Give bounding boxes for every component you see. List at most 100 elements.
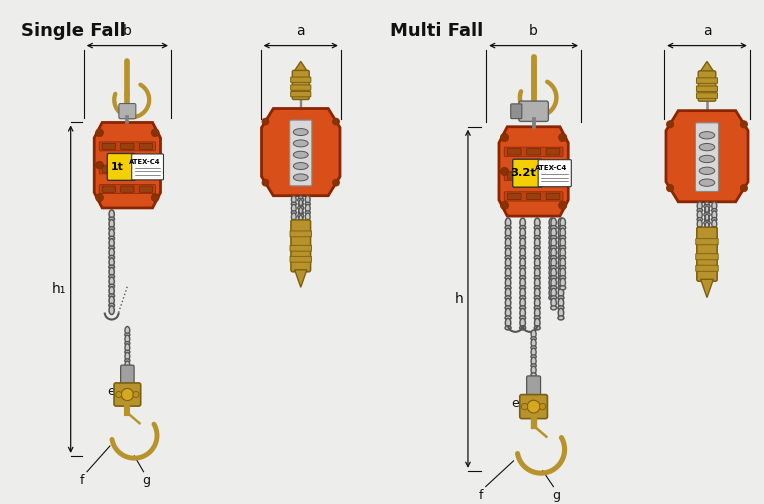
Ellipse shape <box>520 238 526 247</box>
Ellipse shape <box>520 266 526 270</box>
FancyBboxPatch shape <box>131 154 163 180</box>
Ellipse shape <box>298 211 303 214</box>
Ellipse shape <box>560 248 565 257</box>
Ellipse shape <box>698 202 702 210</box>
Ellipse shape <box>291 219 296 223</box>
FancyBboxPatch shape <box>291 220 311 272</box>
Ellipse shape <box>551 256 557 260</box>
Ellipse shape <box>520 296 526 300</box>
Ellipse shape <box>306 213 310 221</box>
Ellipse shape <box>705 222 709 229</box>
Ellipse shape <box>520 298 526 307</box>
Circle shape <box>96 161 103 169</box>
Ellipse shape <box>549 226 555 230</box>
FancyBboxPatch shape <box>697 227 717 281</box>
Ellipse shape <box>699 132 715 139</box>
Ellipse shape <box>535 228 540 237</box>
Ellipse shape <box>305 211 310 214</box>
Ellipse shape <box>293 174 308 181</box>
Ellipse shape <box>291 228 296 232</box>
Ellipse shape <box>505 288 511 297</box>
Ellipse shape <box>549 256 555 260</box>
Ellipse shape <box>505 245 511 250</box>
Ellipse shape <box>125 327 130 334</box>
FancyBboxPatch shape <box>696 265 718 271</box>
Ellipse shape <box>551 296 557 300</box>
Ellipse shape <box>520 228 526 237</box>
Ellipse shape <box>549 286 555 290</box>
Ellipse shape <box>109 296 115 305</box>
Ellipse shape <box>560 256 565 260</box>
Circle shape <box>500 167 509 175</box>
Ellipse shape <box>558 258 564 267</box>
Text: ATEX-C4: ATEX-C4 <box>129 159 160 165</box>
Ellipse shape <box>558 238 564 247</box>
Ellipse shape <box>520 256 526 260</box>
Ellipse shape <box>293 163 308 169</box>
Ellipse shape <box>558 276 564 280</box>
Text: h₁: h₁ <box>51 282 66 296</box>
Ellipse shape <box>704 227 710 230</box>
Ellipse shape <box>711 227 717 230</box>
Ellipse shape <box>505 326 511 330</box>
Ellipse shape <box>560 226 565 230</box>
Ellipse shape <box>109 287 115 295</box>
Ellipse shape <box>551 245 557 250</box>
Ellipse shape <box>305 237 310 240</box>
Ellipse shape <box>531 373 536 376</box>
Ellipse shape <box>697 227 702 230</box>
Ellipse shape <box>534 256 540 260</box>
Circle shape <box>740 184 747 192</box>
Ellipse shape <box>535 278 540 287</box>
Text: b: b <box>123 24 132 38</box>
Ellipse shape <box>558 296 564 300</box>
Ellipse shape <box>109 239 115 247</box>
Circle shape <box>332 179 339 186</box>
Circle shape <box>500 201 509 210</box>
Text: Single Fall: Single Fall <box>21 22 126 40</box>
Polygon shape <box>94 122 160 208</box>
Ellipse shape <box>558 278 564 287</box>
Ellipse shape <box>108 227 115 231</box>
Ellipse shape <box>534 235 540 240</box>
Ellipse shape <box>712 211 717 219</box>
Ellipse shape <box>549 245 555 250</box>
Circle shape <box>500 134 509 142</box>
Ellipse shape <box>535 218 540 227</box>
Circle shape <box>151 194 159 202</box>
Ellipse shape <box>704 202 710 210</box>
Ellipse shape <box>520 276 526 280</box>
Ellipse shape <box>520 245 526 250</box>
Ellipse shape <box>712 202 717 210</box>
Ellipse shape <box>505 308 511 318</box>
Ellipse shape <box>505 298 511 307</box>
Ellipse shape <box>520 319 526 328</box>
FancyBboxPatch shape <box>99 142 156 151</box>
Circle shape <box>527 400 540 413</box>
Ellipse shape <box>305 228 310 232</box>
Ellipse shape <box>704 236 710 239</box>
Ellipse shape <box>549 218 555 227</box>
FancyBboxPatch shape <box>526 376 541 395</box>
FancyBboxPatch shape <box>114 383 141 406</box>
Ellipse shape <box>549 266 555 270</box>
Ellipse shape <box>704 244 710 248</box>
FancyBboxPatch shape <box>695 123 718 192</box>
Ellipse shape <box>535 248 540 257</box>
Text: Multi Fall: Multi Fall <box>390 22 483 40</box>
Ellipse shape <box>560 268 565 277</box>
FancyBboxPatch shape <box>510 104 522 118</box>
Ellipse shape <box>549 268 555 277</box>
Ellipse shape <box>125 359 130 362</box>
Ellipse shape <box>712 229 717 237</box>
FancyBboxPatch shape <box>121 166 134 172</box>
Polygon shape <box>295 270 307 287</box>
Ellipse shape <box>108 284 115 288</box>
Text: a: a <box>703 24 711 38</box>
Ellipse shape <box>531 330 536 338</box>
Ellipse shape <box>305 202 310 206</box>
Ellipse shape <box>505 258 511 267</box>
Ellipse shape <box>560 238 565 247</box>
Ellipse shape <box>109 268 115 276</box>
Ellipse shape <box>108 265 115 269</box>
